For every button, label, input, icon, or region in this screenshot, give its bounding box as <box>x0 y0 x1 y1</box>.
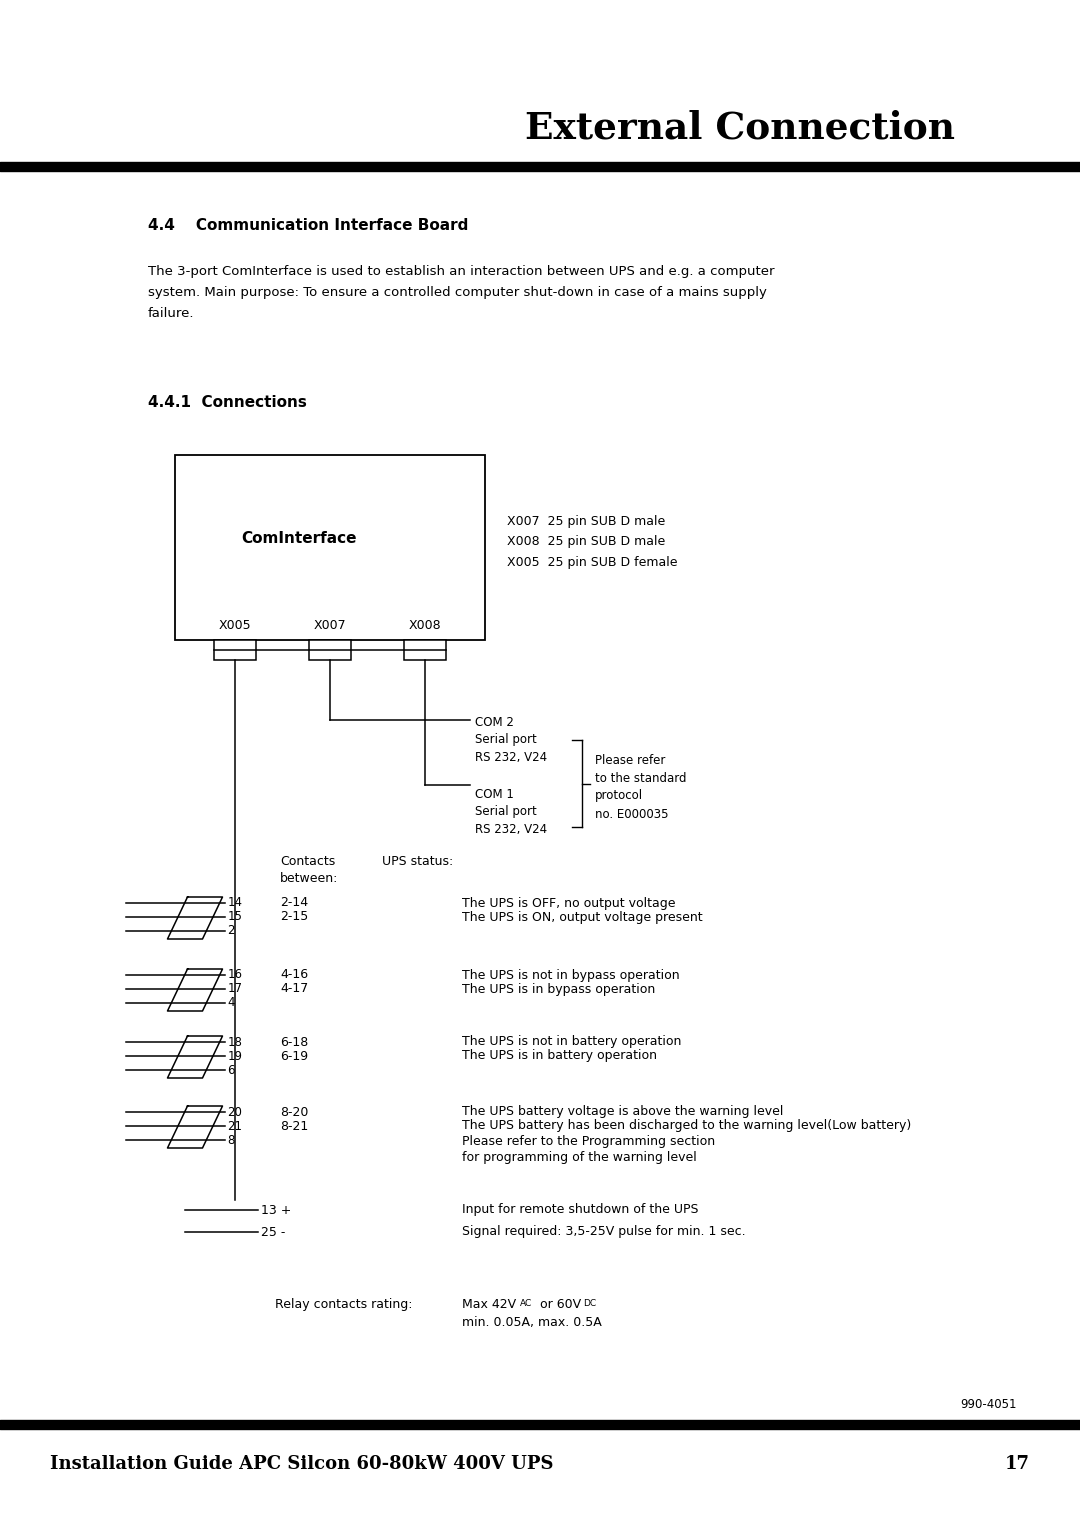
Text: 13 +: 13 + <box>261 1204 292 1216</box>
Text: The UPS is not in bypass operation: The UPS is not in bypass operation <box>462 969 679 981</box>
Text: min. 0.05A, max. 0.5A: min. 0.05A, max. 0.5A <box>462 1316 602 1329</box>
Text: 4: 4 <box>228 996 235 1010</box>
Text: 2: 2 <box>228 924 235 938</box>
Text: X007  25 pin SUB D male
X008  25 pin SUB D male
X005  25 pin SUB D female: X007 25 pin SUB D male X008 25 pin SUB D… <box>507 515 677 568</box>
Text: ComInterface: ComInterface <box>241 530 356 545</box>
Text: COM 1
Serial port
RS 232, V24: COM 1 Serial port RS 232, V24 <box>475 788 548 836</box>
Text: 25 -: 25 - <box>261 1225 285 1239</box>
Text: 14: 14 <box>228 897 243 909</box>
Text: Contacts
between:: Contacts between: <box>280 856 338 885</box>
Text: The 3-port ComInterface is used to establish an interaction between UPS and e.g.: The 3-port ComInterface is used to estab… <box>148 264 774 278</box>
Text: 4-16: 4-16 <box>280 969 308 981</box>
Text: 6-18: 6-18 <box>280 1036 308 1048</box>
Text: Please refer
to the standard
protocol
no. E000035: Please refer to the standard protocol no… <box>595 753 687 821</box>
Bar <box>309 640 351 660</box>
Text: Installation Guide APC Silcon 60-80kW 400V UPS: Installation Guide APC Silcon 60-80kW 40… <box>50 1455 554 1473</box>
Text: 17: 17 <box>1005 1455 1030 1473</box>
Text: X008: X008 <box>408 619 442 633</box>
Text: 20: 20 <box>228 1105 242 1118</box>
Text: The UPS battery has been discharged to the warning level(Low battery): The UPS battery has been discharged to t… <box>462 1120 912 1132</box>
Text: Please refer to the Programming section: Please refer to the Programming section <box>462 1135 715 1149</box>
Text: 6-19: 6-19 <box>280 1050 308 1062</box>
Text: 8-21: 8-21 <box>280 1120 308 1132</box>
Text: 17: 17 <box>228 983 243 996</box>
Text: UPS status:: UPS status: <box>382 856 454 868</box>
Text: 4-17: 4-17 <box>280 983 308 996</box>
Text: External Connection: External Connection <box>525 110 955 147</box>
Text: X007: X007 <box>313 619 347 633</box>
Text: Input for remote shutdown of the UPS: Input for remote shutdown of the UPS <box>462 1204 699 1216</box>
Text: 2-14: 2-14 <box>280 897 308 909</box>
Text: The UPS is not in battery operation: The UPS is not in battery operation <box>462 1036 681 1048</box>
Text: 21: 21 <box>228 1120 243 1132</box>
Text: DC: DC <box>583 1299 596 1308</box>
Text: 2-15: 2-15 <box>280 911 308 923</box>
Text: 4.4.1  Connections: 4.4.1 Connections <box>148 396 307 410</box>
Text: Relay contacts rating:: Relay contacts rating: <box>275 1297 413 1311</box>
Text: AC: AC <box>519 1299 532 1308</box>
Bar <box>175 455 485 640</box>
Text: The UPS battery voltage is above the warning level: The UPS battery voltage is above the war… <box>462 1105 783 1118</box>
Text: COM 2
Serial port
RS 232, V24: COM 2 Serial port RS 232, V24 <box>475 717 548 764</box>
Text: Signal required: 3,5-25V pulse for min. 1 sec.: Signal required: 3,5-25V pulse for min. … <box>462 1225 745 1239</box>
Text: 6: 6 <box>228 1063 235 1077</box>
Text: 19: 19 <box>228 1050 243 1062</box>
Text: Max 42V: Max 42V <box>462 1297 516 1311</box>
Text: 16: 16 <box>228 969 243 981</box>
Text: The UPS is in bypass operation: The UPS is in bypass operation <box>462 983 656 996</box>
Text: The UPS is in battery operation: The UPS is in battery operation <box>462 1050 657 1062</box>
Text: X005: X005 <box>218 619 252 633</box>
Text: The UPS is ON, output voltage present: The UPS is ON, output voltage present <box>462 911 703 923</box>
Text: or 60V: or 60V <box>536 1297 581 1311</box>
Text: 8: 8 <box>228 1134 234 1146</box>
Text: The UPS is OFF, no output voltage: The UPS is OFF, no output voltage <box>462 897 675 909</box>
Text: 15: 15 <box>228 911 242 923</box>
Text: 4.4    Communication Interface Board: 4.4 Communication Interface Board <box>148 219 469 232</box>
Bar <box>404 640 446 660</box>
Bar <box>214 640 256 660</box>
Text: for programming of the warning level: for programming of the warning level <box>462 1152 697 1164</box>
Text: failure.: failure. <box>148 307 194 319</box>
Text: 990-4051: 990-4051 <box>960 1398 1016 1410</box>
Text: 8-20: 8-20 <box>280 1105 309 1118</box>
Text: 18: 18 <box>228 1036 242 1048</box>
Text: system. Main purpose: To ensure a controlled computer shut-down in case of a mai: system. Main purpose: To ensure a contro… <box>148 286 767 299</box>
